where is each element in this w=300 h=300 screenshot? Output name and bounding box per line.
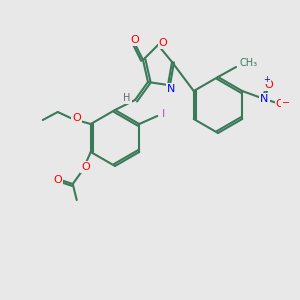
- Text: −: −: [282, 98, 290, 108]
- Text: O: O: [72, 113, 81, 123]
- Text: I: I: [162, 109, 165, 119]
- Text: O: O: [130, 35, 140, 45]
- Text: O: O: [265, 80, 274, 90]
- Text: N: N: [167, 84, 175, 94]
- Text: N: N: [260, 94, 269, 104]
- Text: O: O: [276, 99, 285, 109]
- Text: O: O: [81, 162, 90, 172]
- Text: CH₃: CH₃: [240, 58, 258, 68]
- Text: H: H: [123, 93, 131, 103]
- Text: O: O: [159, 38, 167, 48]
- Text: +: +: [263, 74, 270, 83]
- Text: O: O: [53, 175, 62, 185]
